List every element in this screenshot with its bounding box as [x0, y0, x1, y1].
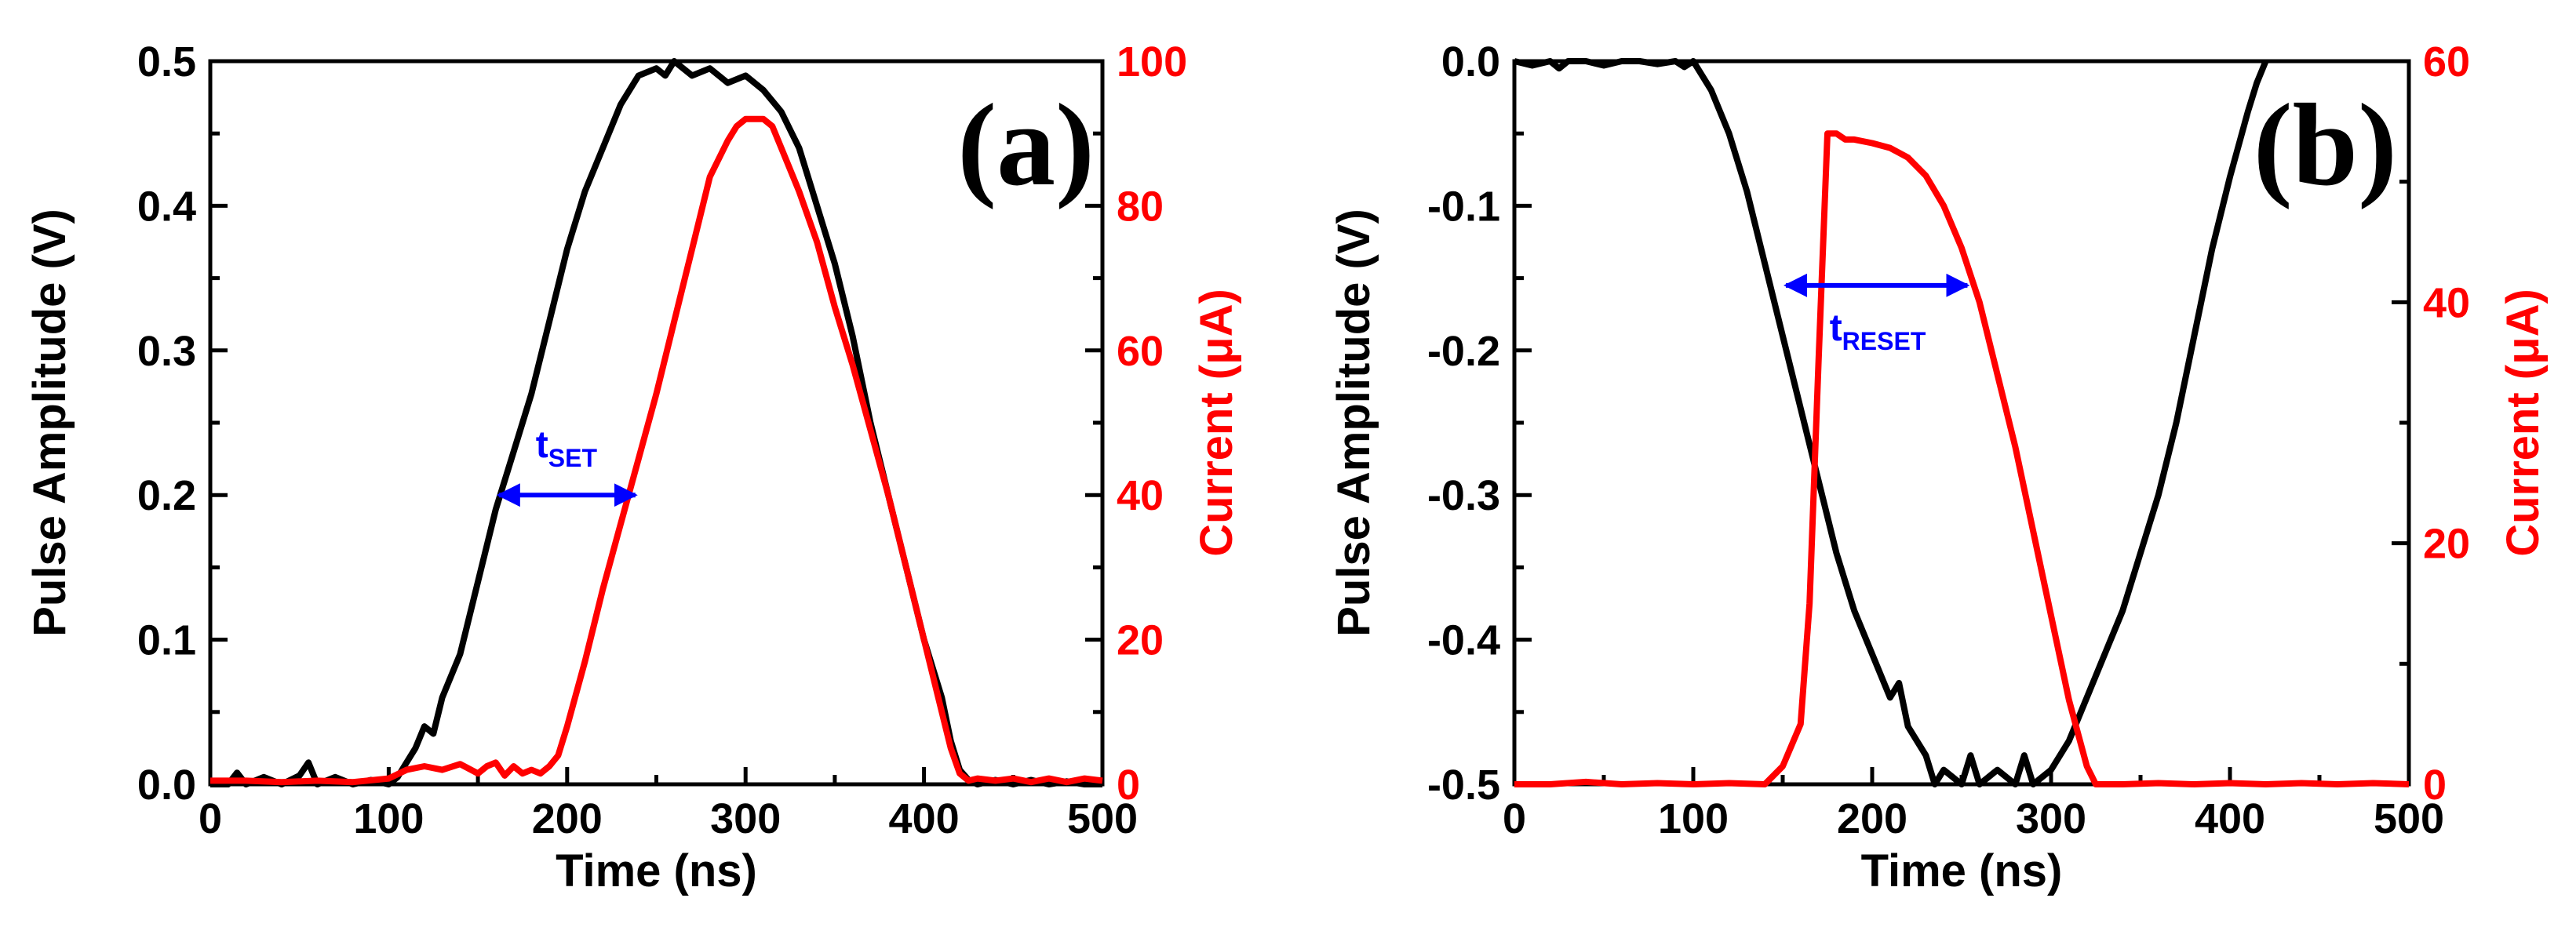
t-reset-symbol: t — [1830, 307, 1842, 349]
y-left-tick-label: -0.5 — [1427, 762, 1500, 809]
y-left-tick-label: -0.1 — [1427, 183, 1500, 230]
t-set-subscript: SET — [548, 444, 598, 472]
x-tick-label: 400 — [2195, 795, 2265, 842]
chart-panel-b: 0 100 200 300 400 500 -0.5 -0.4 -0.3 -0.… — [1328, 38, 2549, 896]
x-tick-labels: 0 100 200 300 400 500 — [1503, 795, 2444, 842]
y-right-tick-label: 20 — [2423, 521, 2470, 568]
y-left-axis-title: Pulse Amplitude (V) — [1328, 209, 1379, 637]
y-left-tick-label: 0.2 — [137, 472, 196, 519]
x-tick-label: 400 — [889, 795, 960, 842]
y-right-axis-title: Current (μA) — [1191, 289, 1242, 557]
y-right-tick-label: 80 — [1117, 183, 1164, 230]
y-right-tick-labels: 0 20 40 60 80 100 — [1117, 38, 1187, 809]
y-right-tick-label: 0 — [1117, 762, 1140, 809]
y-right-tick-label: 60 — [1117, 328, 1164, 375]
x-tick-label: 0 — [1503, 795, 1526, 842]
y-left-axis-title: Pulse Amplitude (V) — [24, 209, 75, 637]
panel-label: (a) — [957, 80, 1095, 210]
panel-label: (b) — [2254, 80, 2397, 210]
x-axis-title: Time (ns) — [556, 845, 757, 896]
x-tick-label: 300 — [2016, 795, 2086, 842]
x-tick-label: 200 — [1837, 795, 1907, 842]
x-axis-title: Time (ns) — [1861, 845, 2063, 896]
x-tick-label: 100 — [353, 795, 424, 842]
y-left-tick-labels: 0.0 0.1 0.2 0.3 0.4 0.5 — [137, 38, 196, 809]
y-right-tick-label: 40 — [1117, 472, 1164, 519]
t-set-symbol: t — [536, 424, 548, 466]
y-right-axis-title: Current (μA) — [2498, 289, 2549, 557]
y-right-tick-label: 40 — [2423, 279, 2470, 326]
y-left-tick-label: 0.1 — [137, 617, 196, 664]
x-tick-label: 500 — [1067, 795, 1138, 842]
x-tick-labels: 0 100 200 300 400 500 — [199, 795, 1138, 842]
y-left-tick-label: 0.0 — [137, 762, 196, 809]
x-tick-label: 100 — [1658, 795, 1729, 842]
y-left-tick-labels: -0.5 -0.4 -0.3 -0.2 -0.1 0.0 — [1427, 38, 1500, 809]
t-reset-subscript: RESET — [1842, 327, 1926, 355]
current-line — [1514, 130, 2410, 787]
y-left-tick-label: -0.2 — [1427, 328, 1500, 375]
x-tick-label: 300 — [710, 795, 781, 842]
y-right-tick-label: 0 — [2423, 762, 2447, 809]
chart-panel-a: 0 100 200 300 400 500 0.0 0.1 0.2 0.3 0.… — [24, 38, 1242, 896]
y-left-tick-label: -0.3 — [1427, 472, 1500, 519]
y-right-tick-label: 20 — [1117, 617, 1164, 664]
x-tick-label: 500 — [2374, 795, 2444, 842]
y-left-tick-label: 0.5 — [137, 38, 196, 85]
x-tick-label: 0 — [199, 795, 222, 842]
pulse-amplitude-line — [1514, 58, 2269, 787]
y-right-tick-label: 100 — [1117, 38, 1187, 85]
current-line — [210, 115, 1103, 786]
y-left-tick-label: -0.4 — [1427, 617, 1500, 664]
y-right-tick-label: 60 — [2423, 38, 2470, 85]
y-left-tick-label: 0.3 — [137, 328, 196, 375]
y-right-tick-labels: 0 20 40 60 — [2423, 38, 2470, 809]
y-left-tick-label: 0.4 — [137, 183, 196, 230]
y-left-tick-label: 0.0 — [1441, 38, 1500, 85]
t-reset-label: tRESET — [1830, 307, 1926, 355]
x-tick-label: 200 — [532, 795, 603, 842]
t-set-label: tSET — [536, 424, 598, 472]
